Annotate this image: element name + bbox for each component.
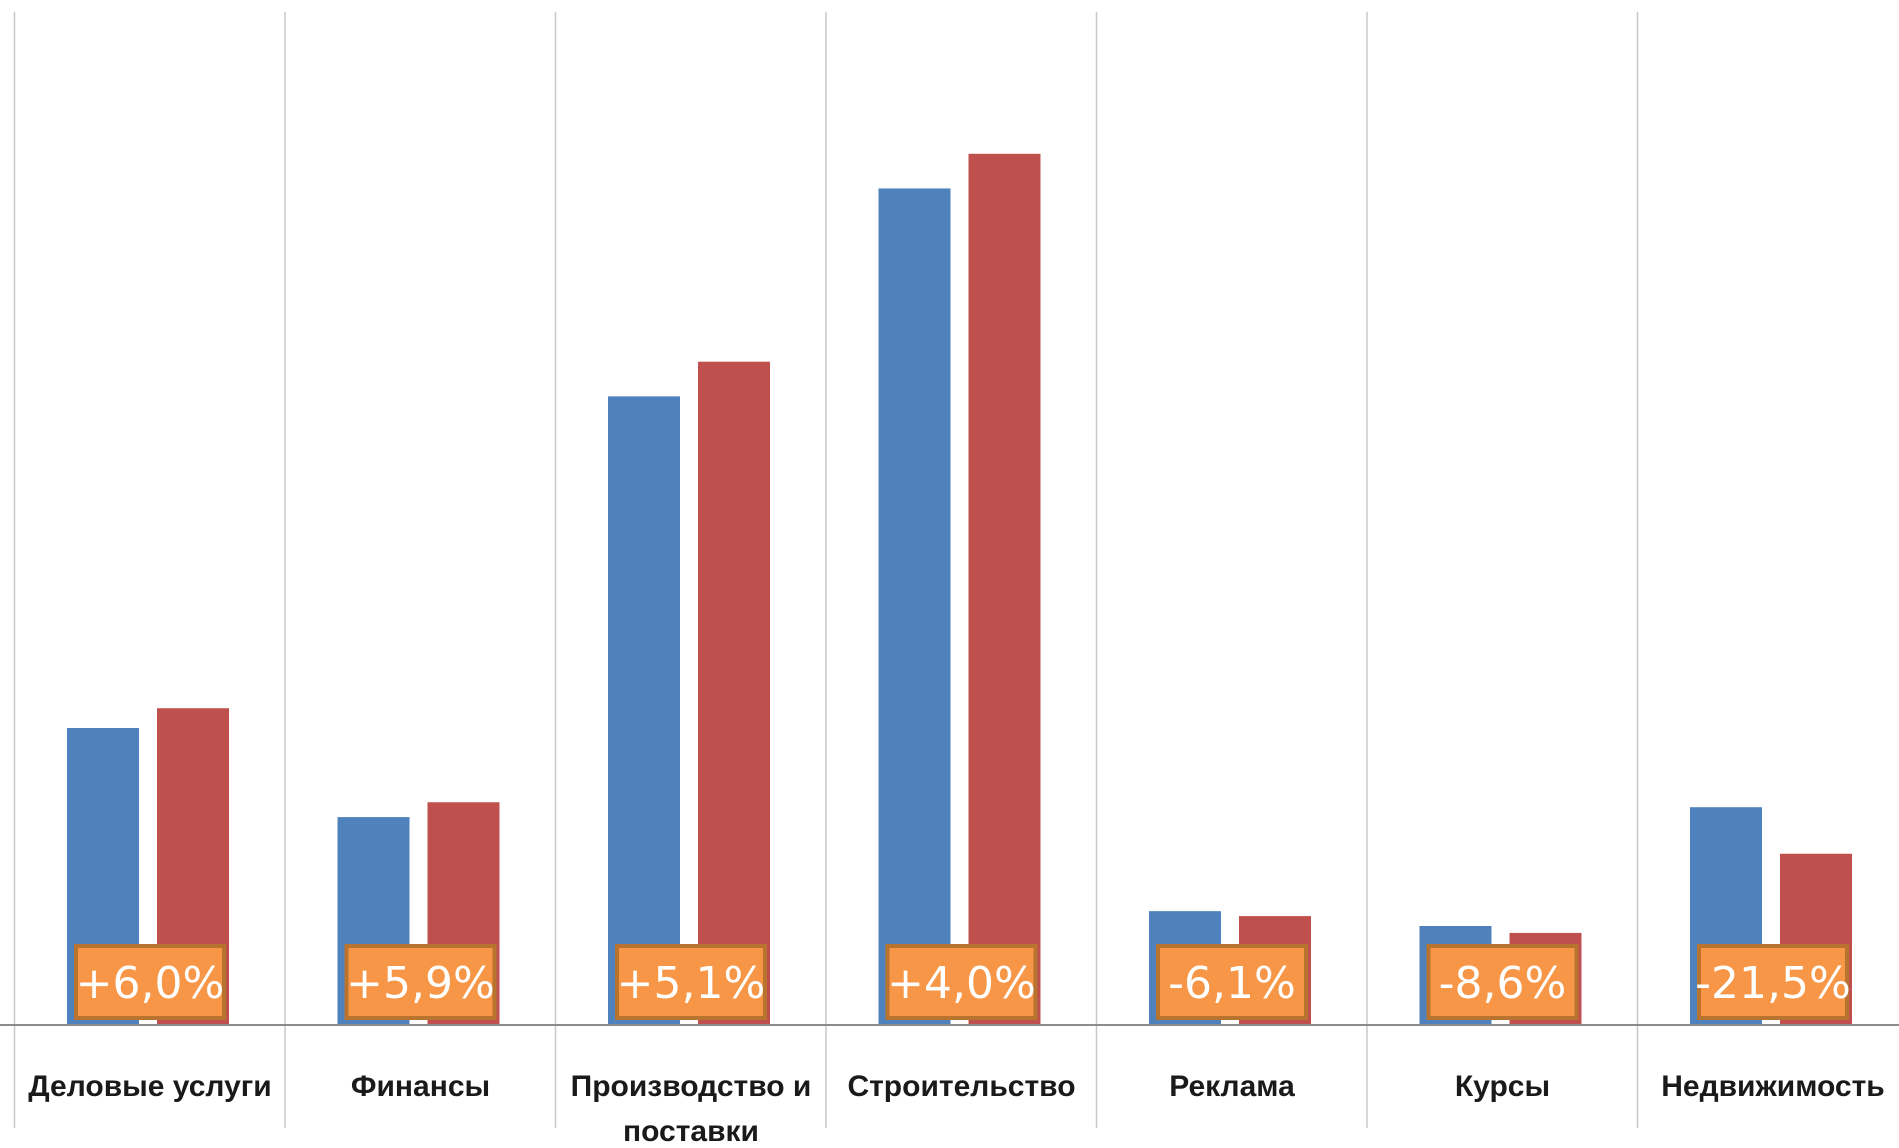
- category-label: Производство и: [571, 1070, 812, 1103]
- change-badge-text: +6,0%: [76, 958, 225, 1009]
- change-badge-text: -6,1%: [1168, 958, 1296, 1009]
- bar-series1: [879, 188, 951, 1025]
- category-label: Реклама: [1169, 1070, 1295, 1103]
- change-badge-text: +5,9%: [346, 958, 495, 1009]
- category-labels-group: Деловые услуги Финансы Производство и поста…: [28, 1070, 1884, 1148]
- bar-series2: [969, 154, 1041, 1025]
- change-badge-text: -21,5%: [1695, 958, 1851, 1009]
- bar-series1: [608, 396, 680, 1025]
- change-badge-text: +4,0%: [887, 958, 1036, 1009]
- change-badge-text: -8,6%: [1439, 958, 1567, 1009]
- category-label: Деловые услуги: [28, 1070, 271, 1103]
- category-label: Финансы: [351, 1070, 490, 1103]
- category-label: поставки: [623, 1115, 759, 1148]
- category-label: Курсы: [1455, 1070, 1550, 1103]
- bar-series2: [698, 362, 770, 1025]
- category-label: Недвижимость: [1661, 1070, 1885, 1103]
- change-badge-text: +5,1%: [617, 958, 766, 1009]
- category-label: Строительство: [847, 1070, 1075, 1103]
- bars-group: [67, 154, 1852, 1025]
